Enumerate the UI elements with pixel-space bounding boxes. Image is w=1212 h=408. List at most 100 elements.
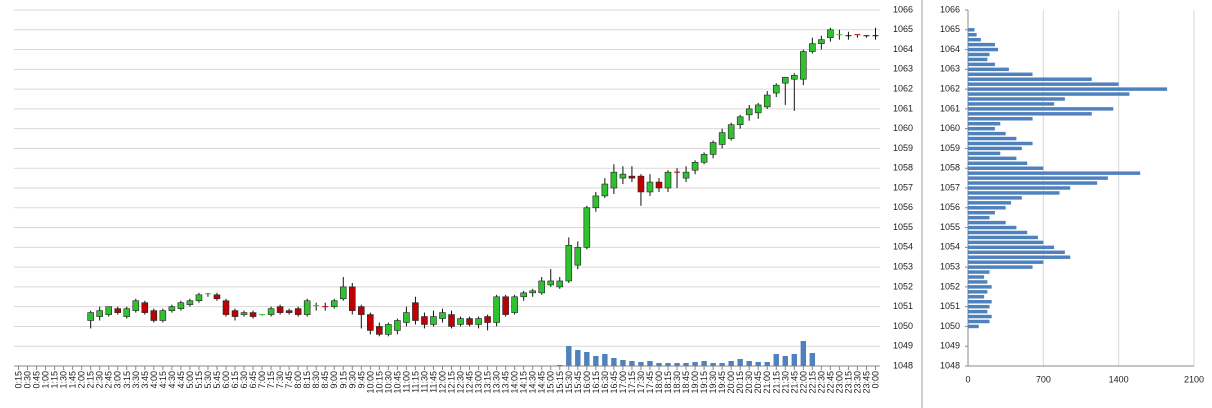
candle-body [800,51,807,80]
y-tick-label: 1065 [893,24,913,34]
candle-body [782,76,789,84]
volume-bar [602,354,608,366]
x-tick-label: 17:30 [636,371,646,394]
y-tick-label: 1048 [893,360,913,370]
y-tick-label: 1059 [940,143,960,153]
x-tick-label: 2:00 [77,371,87,389]
candle-body [330,300,338,307]
candle-body [475,318,482,325]
profile-bar [968,52,990,57]
profile-bar [968,136,1017,141]
volume-bar [710,363,716,366]
candle-body [565,245,573,282]
candle-body [159,310,167,321]
x-tick-label: 1:30 [59,371,69,389]
profile-bar [968,280,988,284]
candle-body [322,306,329,308]
candle-body [339,286,347,300]
volume-bar [665,363,671,366]
candle-body [96,310,103,317]
candle-body [718,132,726,145]
x-tick-label: 8:00 [293,371,303,389]
profile-bar [968,181,1098,185]
profile-bar [968,82,1119,86]
y-tick-label: 1052 [940,281,960,291]
volume-bar [674,363,680,366]
x-tick-label: 5:45 [212,371,222,389]
x-tick-label: 22:30 [816,371,826,394]
profile-bar [968,215,990,220]
profile-bar [968,151,1001,156]
x-tick-label: 17:00 [618,371,628,394]
x-tick-label: 3:00 [113,371,123,389]
candle-body [267,308,275,315]
x-tick-label: 20:15 [735,371,745,394]
y-tick-label: 1064 [893,44,913,54]
volume-bar [620,360,626,366]
profile-bar [968,210,995,215]
y-tick-label: 1058 [893,163,913,173]
profile-bar [968,220,1006,225]
x-tick-label: 14:00 [510,371,520,394]
candle-body [827,29,834,38]
x-tick-label: 3:45 [140,371,150,389]
volume-bar [584,352,590,366]
volume-bar [755,362,761,366]
x-tick-label: 2100 [1184,374,1204,384]
candle-body [619,173,627,179]
y-tick-label: 1058 [940,163,960,173]
profile-bar [968,295,985,299]
candle-body [285,310,293,313]
x-tick-label: 2:45 [104,371,114,389]
candle-body [709,142,717,155]
y-tick-label: 1059 [893,143,913,153]
volume-bar [800,341,807,366]
x-tick-label: 3:15 [122,371,132,389]
profile-bar [968,206,1006,210]
candle-body [547,280,555,286]
x-tick-label: 1:00 [41,371,51,389]
candle-body [132,300,140,311]
x-tick-label: 17:45 [645,371,655,394]
y-tick-label: 1048 [940,360,960,370]
y-tick-label: 1049 [940,341,960,351]
profile-bar [968,57,988,62]
x-tick-label: 9:30 [347,371,357,389]
x-tick-label: 1:45 [68,371,78,389]
x-tick-label: 11:00 [401,371,411,393]
volume-bar [611,358,617,366]
candle-body [836,34,843,36]
x-tick-label: 6:45 [248,371,258,389]
candle-body [664,171,672,189]
profile-bar [968,146,1022,151]
candle-body [863,35,870,37]
candle-body [493,296,500,323]
profile-bar [968,314,992,319]
x-tick-label: 700 [1036,374,1051,384]
volume-bar [638,362,644,366]
y-tick-label: 1051 [893,301,913,311]
candle-body [240,312,248,315]
y-tick-label: 1050 [940,321,960,331]
volume-bar [656,363,662,366]
y-tick-label: 1056 [940,202,960,212]
candle-body [87,312,94,321]
profile-bar [968,121,1001,126]
candle-body [294,308,302,315]
x-tick-label: 10:00 [365,371,375,394]
candle-body [745,108,753,116]
x-tick-label: 10:45 [392,371,402,394]
y-tick-label: 1050 [893,321,913,331]
profile-bar [968,230,1028,235]
x-tick-label: 23:00 [834,371,844,394]
profile-bar [968,141,1033,146]
x-tick-label: 12:30 [456,371,466,394]
candle-body [114,308,122,313]
x-tick-label: 13:15 [483,371,493,394]
y-tick-label: 1061 [893,103,913,113]
candle-body [376,326,383,335]
candle-body [818,39,825,44]
candle-body [529,290,536,294]
candle-body [195,294,203,302]
